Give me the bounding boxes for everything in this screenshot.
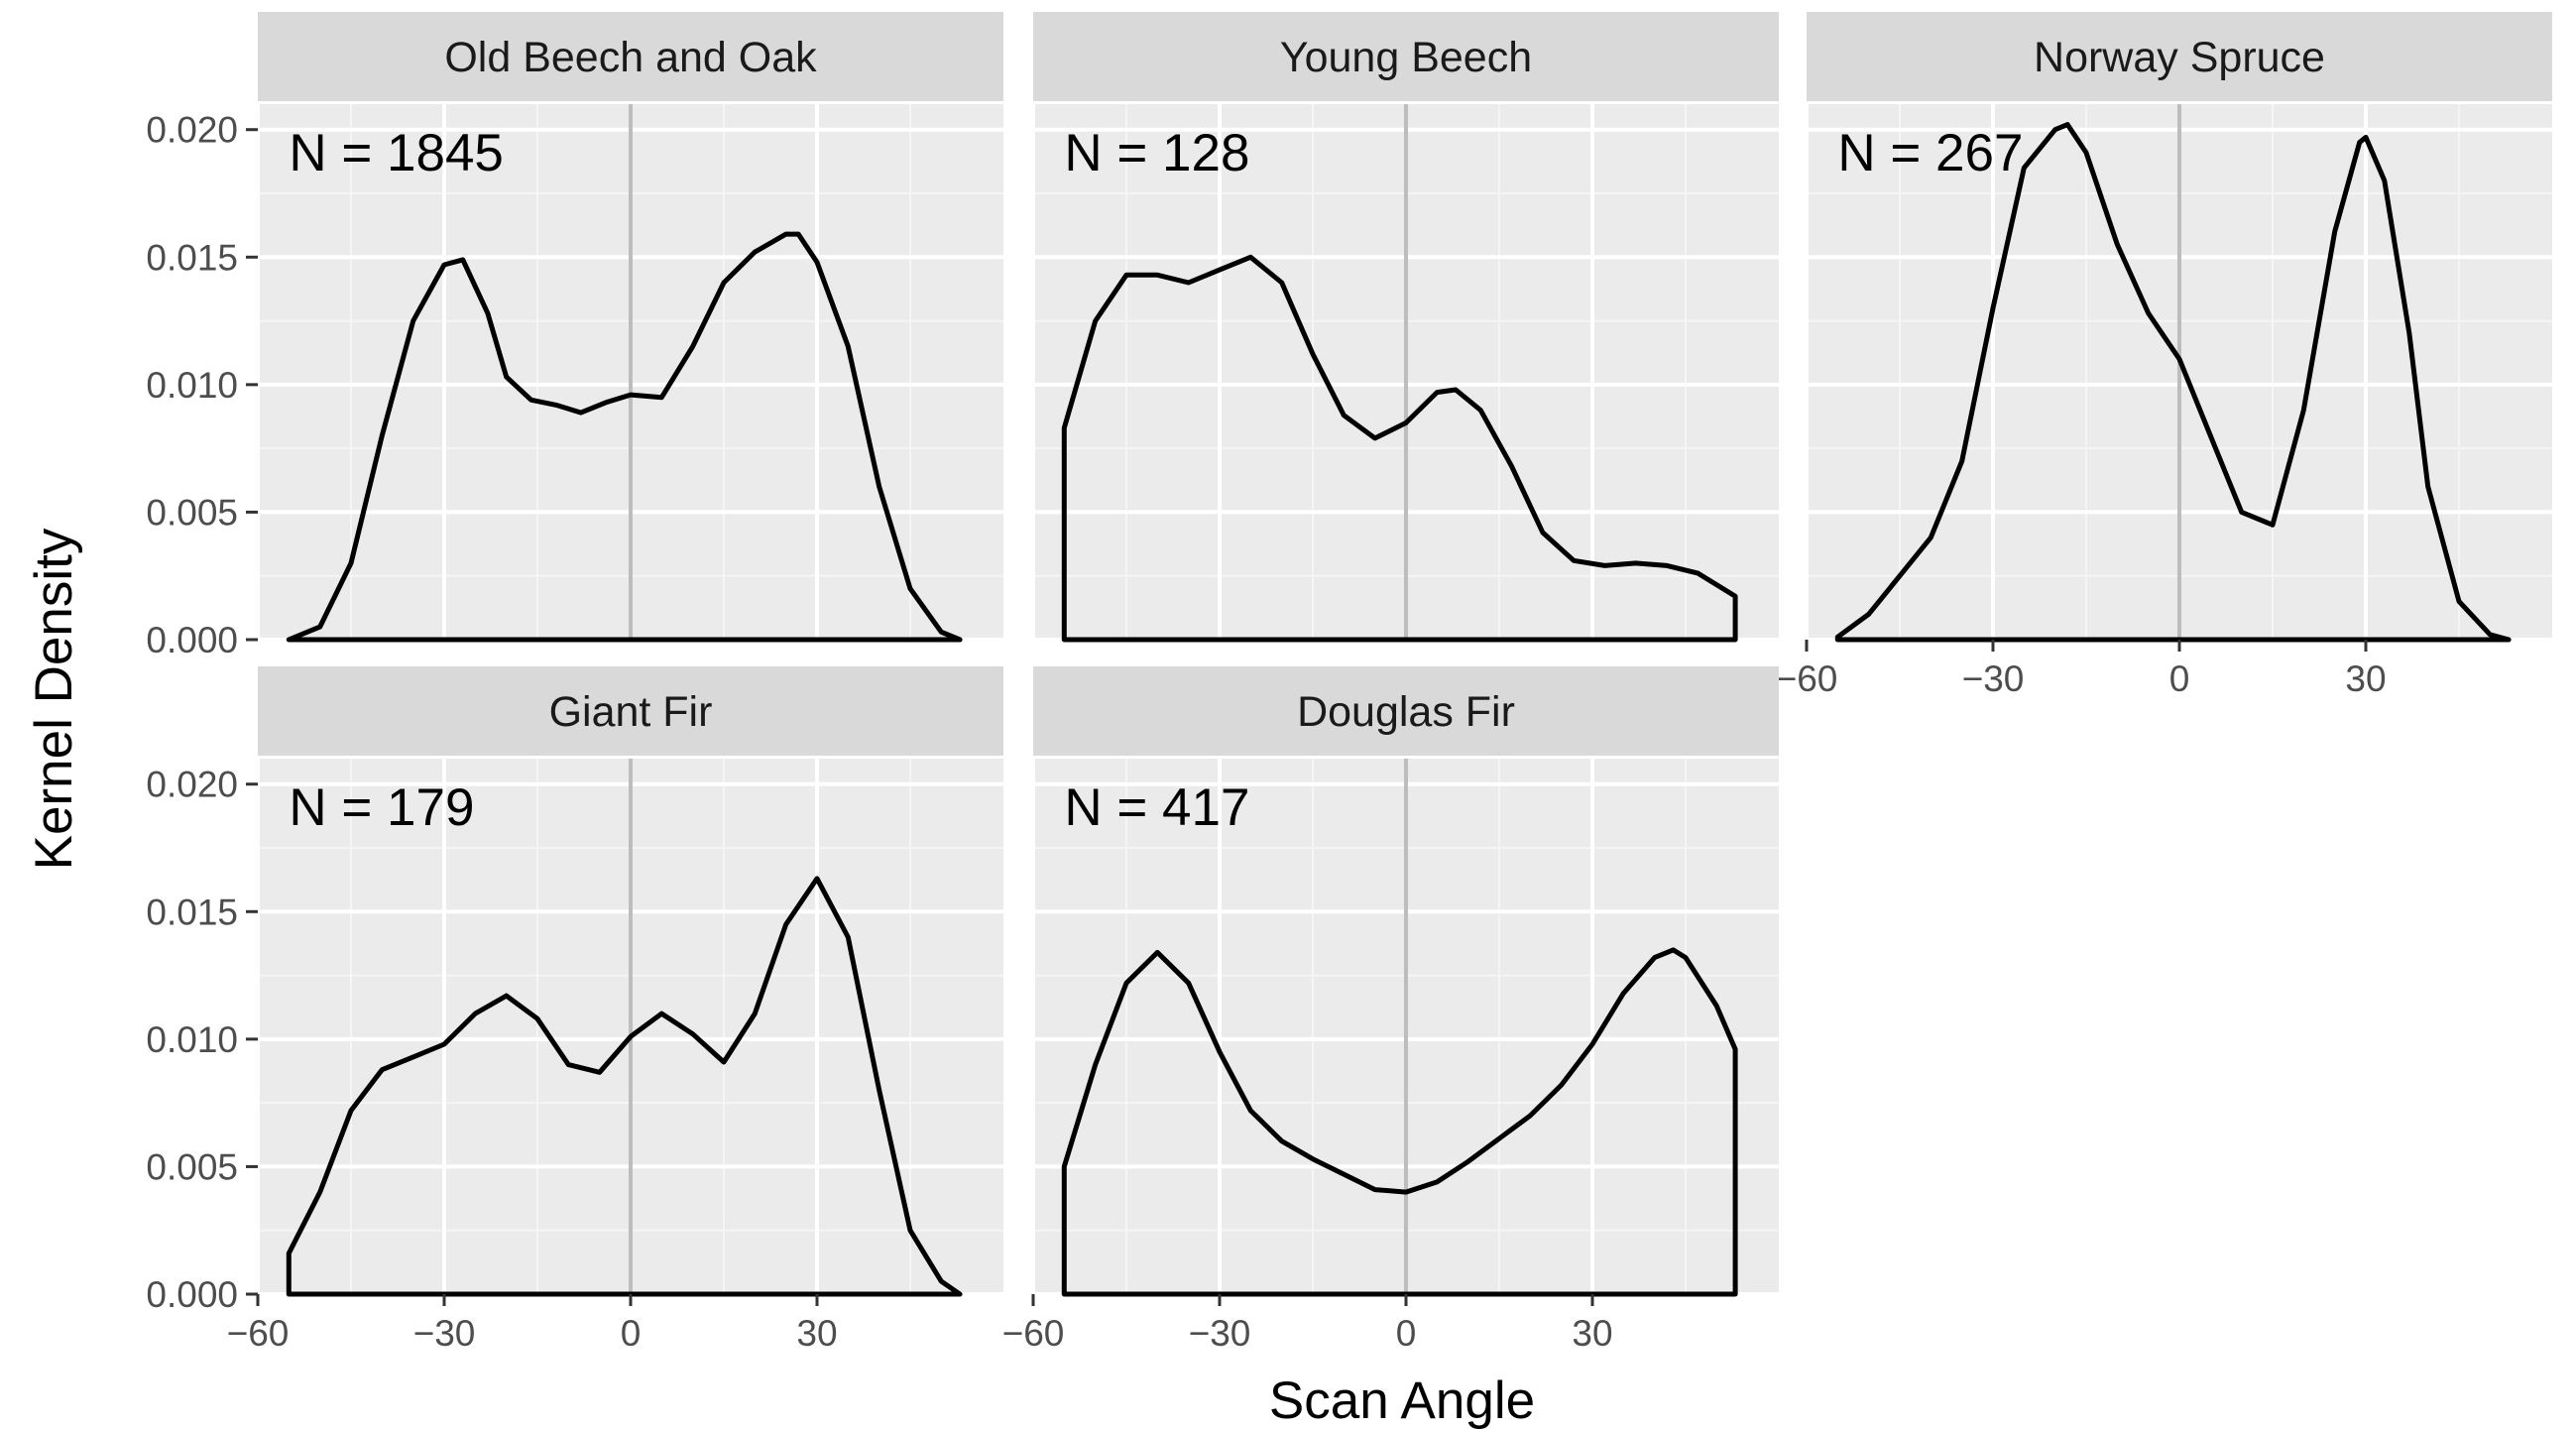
facet-title: Young Beech (1280, 34, 1532, 81)
density-curve (286, 231, 963, 643)
facet-strip (1033, 666, 1779, 756)
facet-title: Old Beech and Oak (444, 34, 817, 81)
facet-title: Norway Spruce (2034, 34, 2325, 81)
x-tick-label: −30 (1189, 1313, 1251, 1354)
sample-size-label: N = 179 (289, 778, 474, 837)
y-tick-label: 0.020 (146, 765, 238, 805)
panels-layer: Old Beech and Oak N = 1845 0.000 0.005 0.010… (146, 12, 2552, 1354)
density-curve (1061, 947, 1738, 1297)
facet-title: Giant Fir (549, 688, 713, 736)
density-curve (1834, 122, 2512, 643)
x-axis-title: Scan Angle (1269, 1371, 1535, 1430)
density-curve (286, 876, 963, 1297)
density-curve (1061, 254, 1738, 643)
x-tick-label: −30 (1962, 658, 2025, 699)
x-tick-label: −60 (1776, 658, 1838, 699)
x-tick-label: −60 (1002, 1313, 1065, 1354)
facet-strip (1807, 12, 2552, 101)
facet-panel: Young Beech N = 128 (1031, 12, 1779, 643)
facet-strip (258, 12, 1003, 101)
facet-title: Douglas Fir (1297, 688, 1515, 736)
x-tick-label: 30 (796, 1313, 837, 1354)
y-tick-label: 0.010 (146, 1019, 238, 1060)
sample-size-label: N = 1845 (289, 124, 504, 182)
x-tick-label: −60 (227, 1313, 290, 1354)
x-tick-label: 30 (1572, 1313, 1612, 1354)
y-tick-label: 0.015 (146, 237, 238, 278)
y-tick-label: 0.015 (146, 892, 238, 932)
facet-strip (1033, 12, 1779, 101)
x-tick-label: 0 (621, 1313, 642, 1354)
sample-size-label: N = 267 (1837, 124, 2023, 182)
x-tick-label: 0 (2169, 658, 2190, 699)
y-tick-label: 0.020 (146, 110, 238, 151)
sample-size-label: N = 128 (1064, 124, 1249, 182)
facet-strip (258, 666, 1003, 756)
sample-size-label: N = 417 (1064, 778, 1249, 837)
y-tick-label: 0.000 (146, 620, 238, 660)
y-tick-label: 0.005 (146, 492, 238, 533)
y-tick-label: 0.000 (146, 1274, 238, 1315)
facet-panel: Douglas Fir N = 417 −60 −30 0 30 (1002, 666, 1779, 1354)
facet-panel: Giant Fir N = 179 0.000 0.005 0.010 0.015 0.02… (146, 666, 1003, 1354)
x-tick-label: 30 (2345, 658, 2386, 699)
x-tick-label: −30 (413, 1313, 476, 1354)
y-tick-label: 0.010 (146, 365, 238, 406)
facet-panel: Old Beech and Oak N = 1845 0.000 0.005 0.010… (146, 12, 1003, 660)
y-axis-title: Kernel Density (25, 528, 83, 870)
x-tick-label: 0 (1396, 1313, 1417, 1354)
y-tick-label: 0.005 (146, 1146, 238, 1187)
